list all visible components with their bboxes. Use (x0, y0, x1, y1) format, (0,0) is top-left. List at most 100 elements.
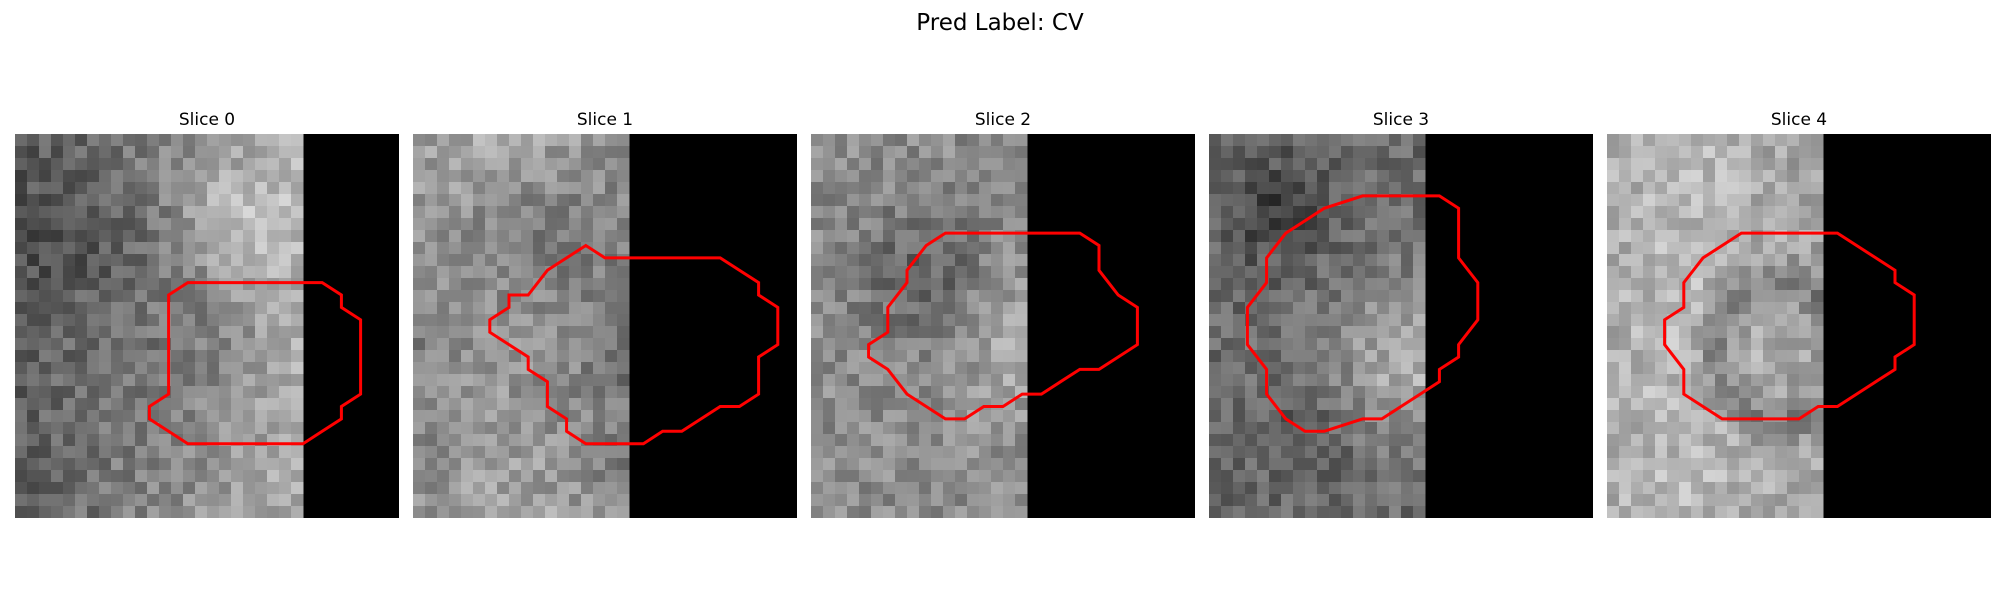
image-pixel (51, 134, 64, 147)
image-pixel (207, 290, 220, 303)
image-pixel (521, 194, 534, 207)
image-pixel (147, 338, 160, 351)
image-pixel (461, 254, 474, 267)
image-pixel (497, 182, 510, 195)
image-pixel (545, 206, 558, 219)
image-pixel (521, 182, 534, 195)
image-pixel (1631, 134, 1644, 147)
image-pixel (15, 362, 28, 375)
image-pixel (1679, 506, 1692, 518)
image-pixel (1365, 422, 1378, 435)
image-pixel (1679, 458, 1692, 471)
image-pixel (75, 446, 88, 459)
image-pixel (883, 410, 896, 423)
image-pixel (991, 314, 1004, 327)
image-pixel (1317, 218, 1330, 231)
image-pixel (63, 242, 76, 255)
image-pixel (1607, 134, 1620, 147)
image-pixel (207, 218, 220, 231)
image-pixel (1607, 158, 1620, 171)
image-pixel (87, 338, 100, 351)
image-pixel (605, 338, 618, 351)
image-pixel (605, 278, 618, 291)
image-pixel (1293, 386, 1306, 399)
image-pixel (1703, 314, 1716, 327)
image-pixel (123, 158, 136, 171)
image-pixel (593, 230, 606, 243)
image-pixel (1703, 458, 1716, 471)
image-pixel (1377, 326, 1390, 339)
image-pixel (1691, 458, 1704, 471)
image-pixel (1233, 290, 1246, 303)
image-pixel (99, 314, 112, 327)
image-pixel (1389, 374, 1402, 387)
image-pixel (243, 482, 256, 495)
image-pixel (267, 266, 280, 279)
image-pixel (1269, 410, 1282, 423)
image-pixel (1401, 266, 1414, 279)
image-pixel (1377, 290, 1390, 303)
image-pixel (195, 506, 208, 518)
image-pixel (967, 338, 980, 351)
image-pixel (1787, 494, 1800, 507)
image-pixel (1715, 278, 1728, 291)
image-pixel (1209, 266, 1222, 279)
image-pixel (967, 206, 980, 219)
image-pixel (1233, 254, 1246, 267)
image-pixel (461, 206, 474, 219)
image-pixel (461, 434, 474, 447)
image-pixel (871, 206, 884, 219)
image-pixel (485, 182, 498, 195)
image-pixel (255, 182, 268, 195)
image-pixel (461, 494, 474, 507)
image-pixel (39, 338, 52, 351)
image-pixel (87, 362, 100, 375)
image-pixel (1401, 146, 1414, 159)
image-pixel (907, 218, 920, 231)
image-pixel (1619, 254, 1632, 267)
image-pixel (931, 194, 944, 207)
image-pixel (99, 146, 112, 159)
image-pixel (593, 506, 606, 518)
image-pixel (835, 290, 848, 303)
slice-image (811, 134, 1195, 518)
image-pixel (1365, 446, 1378, 459)
image-pixel (617, 242, 630, 255)
image-pixel (135, 230, 148, 243)
image-pixel (219, 326, 232, 339)
image-pixel (1643, 374, 1656, 387)
image-pixel (255, 290, 268, 303)
image-pixel (63, 422, 76, 435)
image-pixel (1691, 374, 1704, 387)
image-pixel (63, 134, 76, 147)
image-pixel (279, 230, 292, 243)
image-pixel (111, 350, 124, 363)
image-pixel (1209, 434, 1222, 447)
image-pixel (437, 194, 450, 207)
image-pixel (521, 134, 534, 147)
image-pixel (27, 290, 40, 303)
image-pixel (859, 266, 872, 279)
image-pixel (533, 326, 546, 339)
image-pixel (1715, 230, 1728, 243)
image-pixel (413, 266, 426, 279)
image-pixel (1787, 434, 1800, 447)
image-pixel (1727, 218, 1740, 231)
image-pixel (425, 194, 438, 207)
image-pixel (1413, 314, 1426, 327)
image-pixel (1667, 230, 1680, 243)
image-pixel (1003, 206, 1016, 219)
image-pixel (1365, 338, 1378, 351)
image-pixel (291, 362, 304, 375)
image-pixel (907, 482, 920, 495)
image-pixel (979, 170, 992, 183)
image-pixel (1799, 266, 1812, 279)
image-pixel (943, 182, 956, 195)
image-pixel (147, 350, 160, 363)
image-pixel (1003, 410, 1016, 423)
image-pixel (159, 494, 172, 507)
image-pixel (1257, 170, 1270, 183)
image-pixel (1667, 242, 1680, 255)
image-pixel (823, 446, 836, 459)
image-pixel (15, 398, 28, 411)
